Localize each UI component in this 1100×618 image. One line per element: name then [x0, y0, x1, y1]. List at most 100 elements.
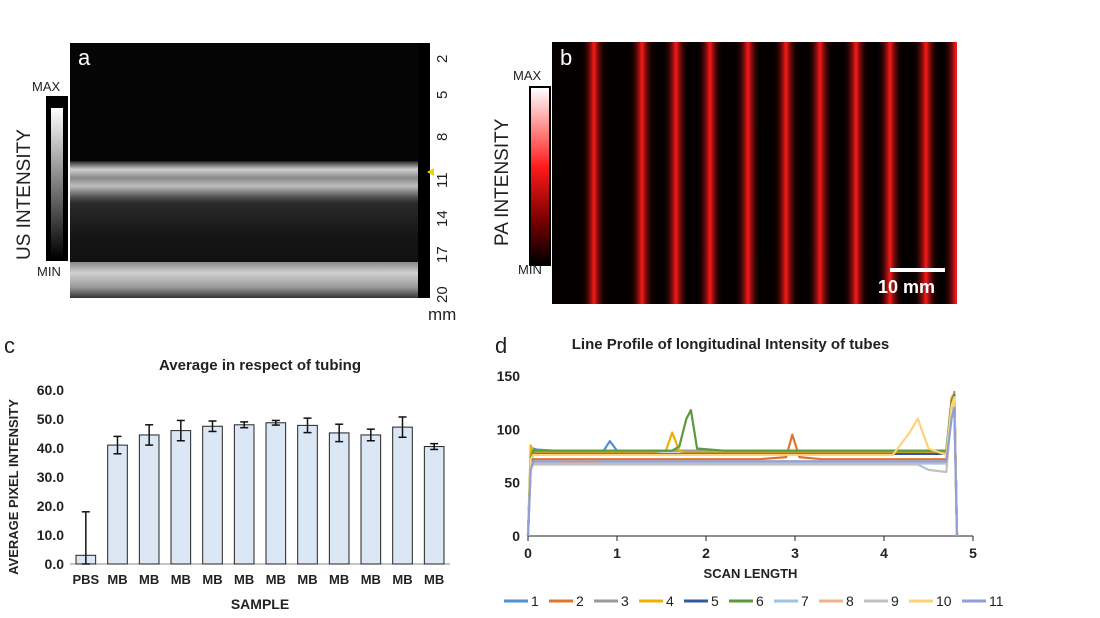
pa-tube — [913, 42, 939, 304]
bar-y-tick-label: 50.0 — [37, 411, 64, 427]
pa-max-label: MAX — [513, 68, 542, 83]
bar — [423, 446, 445, 565]
pa-tube — [943, 42, 957, 304]
scale-bar — [890, 268, 945, 272]
bar-category-label: MB — [361, 572, 381, 587]
line-x-tick-label: 1 — [613, 545, 621, 561]
scale-bar-label: 10 mm — [878, 277, 936, 297]
depth-scale — [418, 43, 430, 298]
bar-chart: Average in respect of tubing 0.0 10.0 20.0 3… — [6, 357, 450, 612]
line-series — [526, 390, 959, 537]
pa-tubes — [581, 42, 957, 304]
bar — [328, 432, 350, 565]
panel-b: MAX MIN PA INTENSITY b 10 mm — [480, 0, 980, 330]
line-series — [526, 406, 959, 537]
pa-tube — [697, 42, 723, 304]
legend-label: 4 — [666, 593, 674, 609]
line-series — [526, 392, 959, 537]
bar-category-label: MB — [171, 572, 191, 587]
bar — [170, 430, 192, 565]
bar — [107, 444, 128, 565]
us-intensity-axis-label: US INTENSITY — [14, 129, 35, 260]
line-y-tick-label: 50 — [504, 475, 520, 491]
pa-tube — [663, 42, 689, 304]
line-x-tick-label: 0 — [524, 545, 532, 561]
pa-tube — [735, 42, 761, 304]
bar-category-label: MB — [329, 572, 349, 587]
pa-tube — [843, 42, 869, 304]
line-y-axis-label: GRAY VALUE — [480, 414, 481, 497]
legend-label: 8 — [846, 593, 854, 609]
us-colorbar-gradient — [51, 108, 63, 258]
bar-category-label: MB — [297, 572, 317, 587]
bar — [202, 425, 223, 565]
line-x-tick-label: 2 — [702, 545, 710, 561]
legend-label: 11 — [989, 593, 1004, 609]
line-y-tick-label: 150 — [497, 368, 521, 384]
bar — [360, 434, 382, 565]
line-series — [526, 398, 959, 537]
legend-label: 10 — [936, 593, 952, 609]
depth-tick: 20 — [434, 286, 451, 303]
panel-a: MAX MIN US INTENSITY a 2 5 8 11 14 17 20… — [0, 0, 470, 330]
bar-category-label: MB — [266, 572, 286, 587]
legend-label: 1 — [531, 593, 539, 609]
depth-tick: 14 — [434, 210, 451, 227]
bottom-reflector-band — [70, 262, 418, 298]
legend-label: 3 — [621, 593, 629, 609]
bar — [138, 434, 160, 565]
depth-tick: 2 — [434, 54, 451, 63]
bar — [265, 422, 287, 565]
ultrasound-image — [70, 43, 418, 298]
bar — [297, 424, 318, 565]
bar-category-label: MB — [202, 572, 222, 587]
bar-category-label: MB — [392, 572, 412, 587]
line-x-tick-label: 5 — [969, 545, 977, 561]
us-min-label: MIN — [37, 264, 61, 279]
pa-tube — [807, 42, 833, 304]
line-series — [526, 396, 959, 537]
depth-unit-label: mm — [428, 305, 457, 324]
us-max-label: MAX — [32, 79, 61, 94]
bar-y-tick-label: 60.0 — [37, 382, 64, 398]
bar-category-label: PBS — [72, 572, 99, 587]
photoacoustic-image — [552, 42, 957, 304]
bar-y-tick-label: 40.0 — [37, 440, 64, 456]
line-y-tick-label: 0 — [512, 528, 520, 544]
pa-tube — [877, 42, 903, 304]
bar-category-label: MB — [107, 572, 127, 587]
line-series — [526, 395, 959, 537]
bar — [233, 424, 255, 565]
bar-y-axis-label: AVERAGE PIXEL INTENSITY — [6, 399, 21, 575]
bar-y-tick-label: 10.0 — [37, 527, 64, 543]
pa-colorbar — [529, 86, 551, 266]
panel-b-letter: b — [560, 45, 573, 70]
pa-intensity-axis-label: PA INTENSITY — [492, 118, 513, 246]
depth-tick: 11 — [434, 172, 451, 188]
depth-tick: 5 — [434, 90, 451, 99]
legend-label: 6 — [756, 593, 764, 609]
panel-c-letter: c — [4, 333, 15, 358]
line-x-axis-label: SCAN LENGTH — [704, 566, 798, 581]
line-x-tick-label: 4 — [880, 545, 888, 561]
depth-marker-arrow — [427, 168, 434, 176]
line-series — [526, 400, 959, 537]
pa-tube — [629, 42, 655, 304]
legend-label: 5 — [711, 593, 719, 609]
legend-label: 2 — [576, 593, 584, 609]
panel-d-letter: d — [495, 333, 508, 358]
line-series — [526, 402, 959, 537]
line-y-tick-label: 100 — [497, 421, 521, 437]
bar-x-axis-label: SAMPLE — [231, 596, 289, 612]
line-x-tick-label: 3 — [791, 545, 799, 561]
legend-label: 7 — [801, 593, 809, 609]
pa-tube — [773, 42, 799, 304]
depth-tick: 8 — [434, 132, 451, 141]
pa-tube — [581, 42, 607, 304]
bar-y-tick-label: 30.0 — [37, 469, 64, 485]
echo-scatter — [70, 203, 418, 263]
tube-echo-band — [70, 161, 418, 203]
bar-category-label: MB — [424, 572, 444, 587]
depth-tick-labels: 2 5 8 11 14 17 20 — [434, 43, 464, 303]
pa-min-label: MIN — [518, 262, 542, 277]
